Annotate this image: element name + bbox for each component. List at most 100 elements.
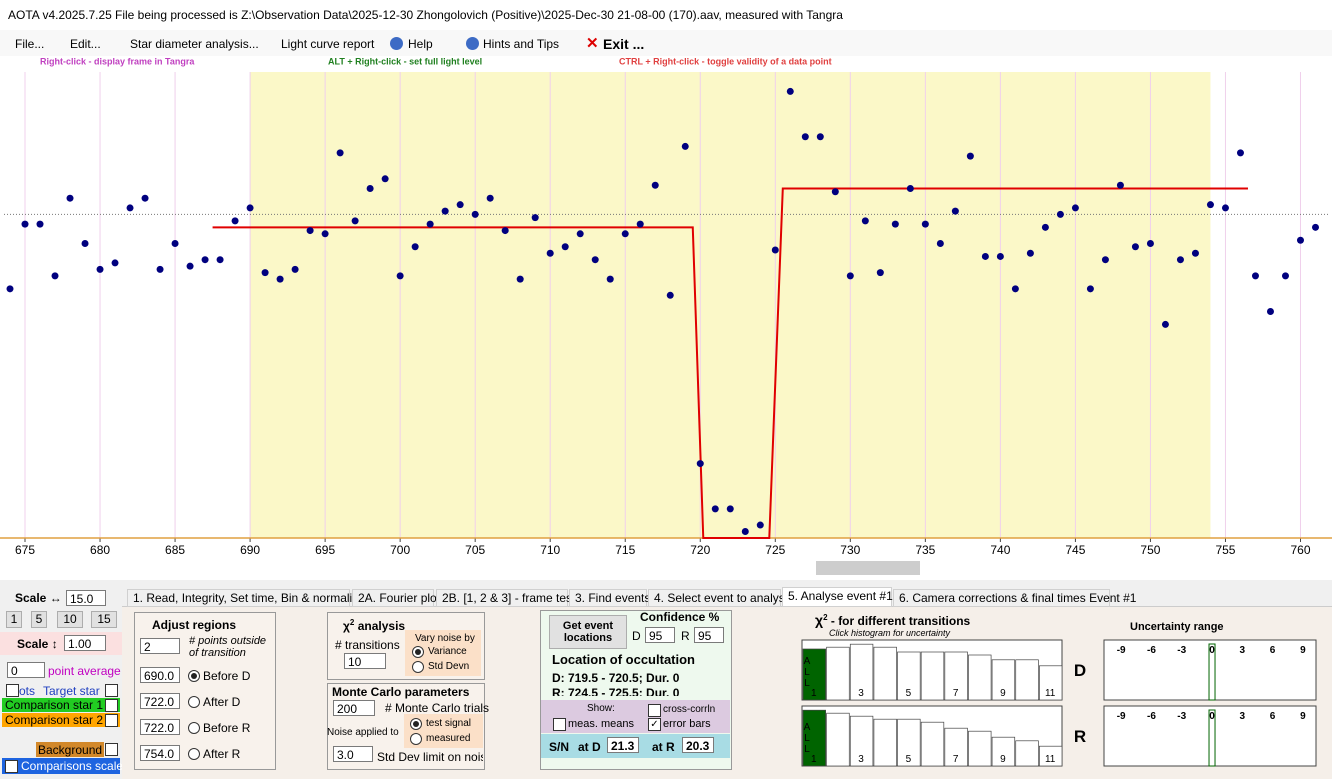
points-input[interactable]: 2 — [140, 638, 180, 654]
hist-bar — [920, 651, 945, 701]
uncertainty-tick: -6 — [1147, 711, 1156, 722]
region-input[interactable]: 722.0 — [140, 693, 180, 709]
radio[interactable] — [188, 696, 200, 708]
radio[interactable] — [188, 670, 200, 682]
data-point — [861, 217, 869, 225]
scale-button[interactable]: 10 — [57, 611, 83, 628]
hist-bar — [1015, 740, 1039, 767]
confidence-input[interactable]: 95 — [645, 627, 675, 643]
uncertainty-tick: 3 — [1240, 711, 1246, 722]
hist-label: 1 — [811, 688, 817, 699]
hist-bar — [849, 643, 874, 701]
region-input[interactable]: 754.0 — [140, 745, 180, 761]
data-point — [756, 521, 764, 529]
checkbox[interactable] — [648, 704, 661, 717]
chi-sup: 2 — [823, 613, 828, 622]
data-point — [681, 142, 689, 150]
menu-item[interactable]: Light curve report — [281, 37, 375, 51]
data-point — [51, 272, 59, 280]
chi2-histogram[interactable]: 1 3 5 7 9 11 A L L D — [800, 638, 1100, 704]
x-tick-label: 760 — [1290, 543, 1310, 557]
background-label: Background — [38, 743, 103, 757]
x-tick-label: 700 — [390, 543, 410, 557]
confidence-input[interactable]: 95 — [694, 627, 724, 643]
hint: ALT + Right-click - set full light level — [328, 56, 482, 66]
shaded-region — [250, 72, 1211, 538]
data-point — [966, 152, 974, 160]
chi2-histogram[interactable]: 1 3 5 7 9 11 A L L R — [800, 704, 1100, 770]
radio[interactable] — [188, 748, 200, 760]
scale-button[interactable]: 15 — [91, 611, 117, 628]
data-point — [531, 214, 539, 222]
checkbox[interactable] — [105, 684, 118, 697]
chi-sup: 2 — [349, 618, 355, 627]
checkbox[interactable] — [105, 743, 118, 756]
transitions-input[interactable]: 10 — [344, 653, 386, 669]
uncertainty-tick: -9 — [1117, 645, 1126, 656]
menu-item[interactable]: Exit ... — [603, 36, 645, 52]
menu-item[interactable]: Hints and Tips — [483, 37, 560, 51]
radio[interactable] — [410, 718, 422, 730]
data-point — [1296, 236, 1304, 244]
checkbox[interactable] — [553, 718, 566, 731]
hist-label: 5 — [906, 754, 912, 765]
data-point — [1281, 272, 1289, 280]
tab[interactable]: 2B. [1, 2 & 3] - frame test — [436, 589, 575, 607]
data-point — [906, 185, 914, 192]
tab[interactable]: 3. Find events — [569, 589, 650, 607]
checkbox-checked[interactable]: ✓ — [648, 718, 661, 731]
scale-input[interactable]: 15.0 — [66, 590, 106, 606]
tab[interactable]: 2A. Fourier plot — [352, 589, 440, 607]
noise-option: measured — [426, 733, 471, 744]
average-input[interactable]: 0 — [7, 662, 45, 678]
hint: Right-click - display frame in Tangra — [40, 56, 195, 66]
data-point — [1116, 181, 1124, 189]
hist-bar — [826, 646, 850, 701]
uncertainty-plot: -9 -6 -3 0 3 6 9 — [1103, 705, 1317, 767]
hist-bar — [849, 715, 874, 767]
checkbox[interactable] — [105, 699, 118, 712]
data-point — [96, 265, 104, 273]
radio[interactable] — [412, 661, 424, 673]
menu-item[interactable]: Star diameter analysis... — [130, 37, 259, 51]
transitions-label: # transitions — [335, 638, 400, 652]
tab[interactable]: 4. Select event to analyse — [648, 589, 791, 607]
data-point — [1311, 223, 1319, 231]
data-point — [741, 528, 749, 536]
checkbox[interactable] — [105, 714, 118, 727]
show-label: Show: — [587, 703, 615, 714]
uncertainty-tick: -3 — [1177, 645, 1186, 656]
std-input[interactable]: 3.0 — [333, 746, 373, 762]
uncertainty-tick: 6 — [1270, 711, 1276, 722]
comp-label: Comparison star 1 — [5, 698, 104, 712]
data-point — [876, 269, 884, 277]
trials-input[interactable]: 200 — [333, 700, 375, 716]
menu-item[interactable]: Help — [408, 37, 433, 51]
menu-bar — [0, 30, 1332, 56]
tab[interactable]: 6. Camera corrections & final times Even… — [893, 589, 1136, 607]
radio[interactable] — [188, 722, 200, 734]
radio[interactable] — [410, 733, 422, 745]
get-locations-button[interactable]: Get event locations — [549, 615, 627, 649]
data-point — [276, 275, 284, 283]
checkbox[interactable] — [5, 760, 18, 773]
data-point — [201, 256, 209, 264]
data-point — [441, 207, 449, 215]
menu-item[interactable]: File... — [15, 37, 45, 51]
radio[interactable] — [412, 646, 424, 658]
region-input[interactable]: 690.0 — [140, 667, 180, 683]
data-point — [21, 220, 29, 228]
menu-item[interactable]: Edit... — [70, 37, 101, 51]
light-curve: Right-click - display frame in Tangra AL… — [0, 56, 1332, 580]
hist-bar — [873, 718, 897, 767]
tab-selected[interactable]: 5. Analyse event #1 — [782, 587, 893, 607]
scale-button[interactable]: 5 — [31, 611, 47, 628]
checkbox[interactable] — [6, 684, 19, 697]
scale-button[interactable]: 1 — [6, 611, 22, 628]
x-tick-label: 750 — [1140, 543, 1160, 557]
tab[interactable]: 1. Read, Integrity, Set time, Bin & norm… — [127, 589, 365, 607]
region-input[interactable]: 722.0 — [140, 719, 180, 735]
scale-input[interactable]: 1.00 — [64, 635, 106, 651]
scrollbar-thumb[interactable] — [816, 561, 920, 575]
data-point — [1266, 307, 1274, 315]
